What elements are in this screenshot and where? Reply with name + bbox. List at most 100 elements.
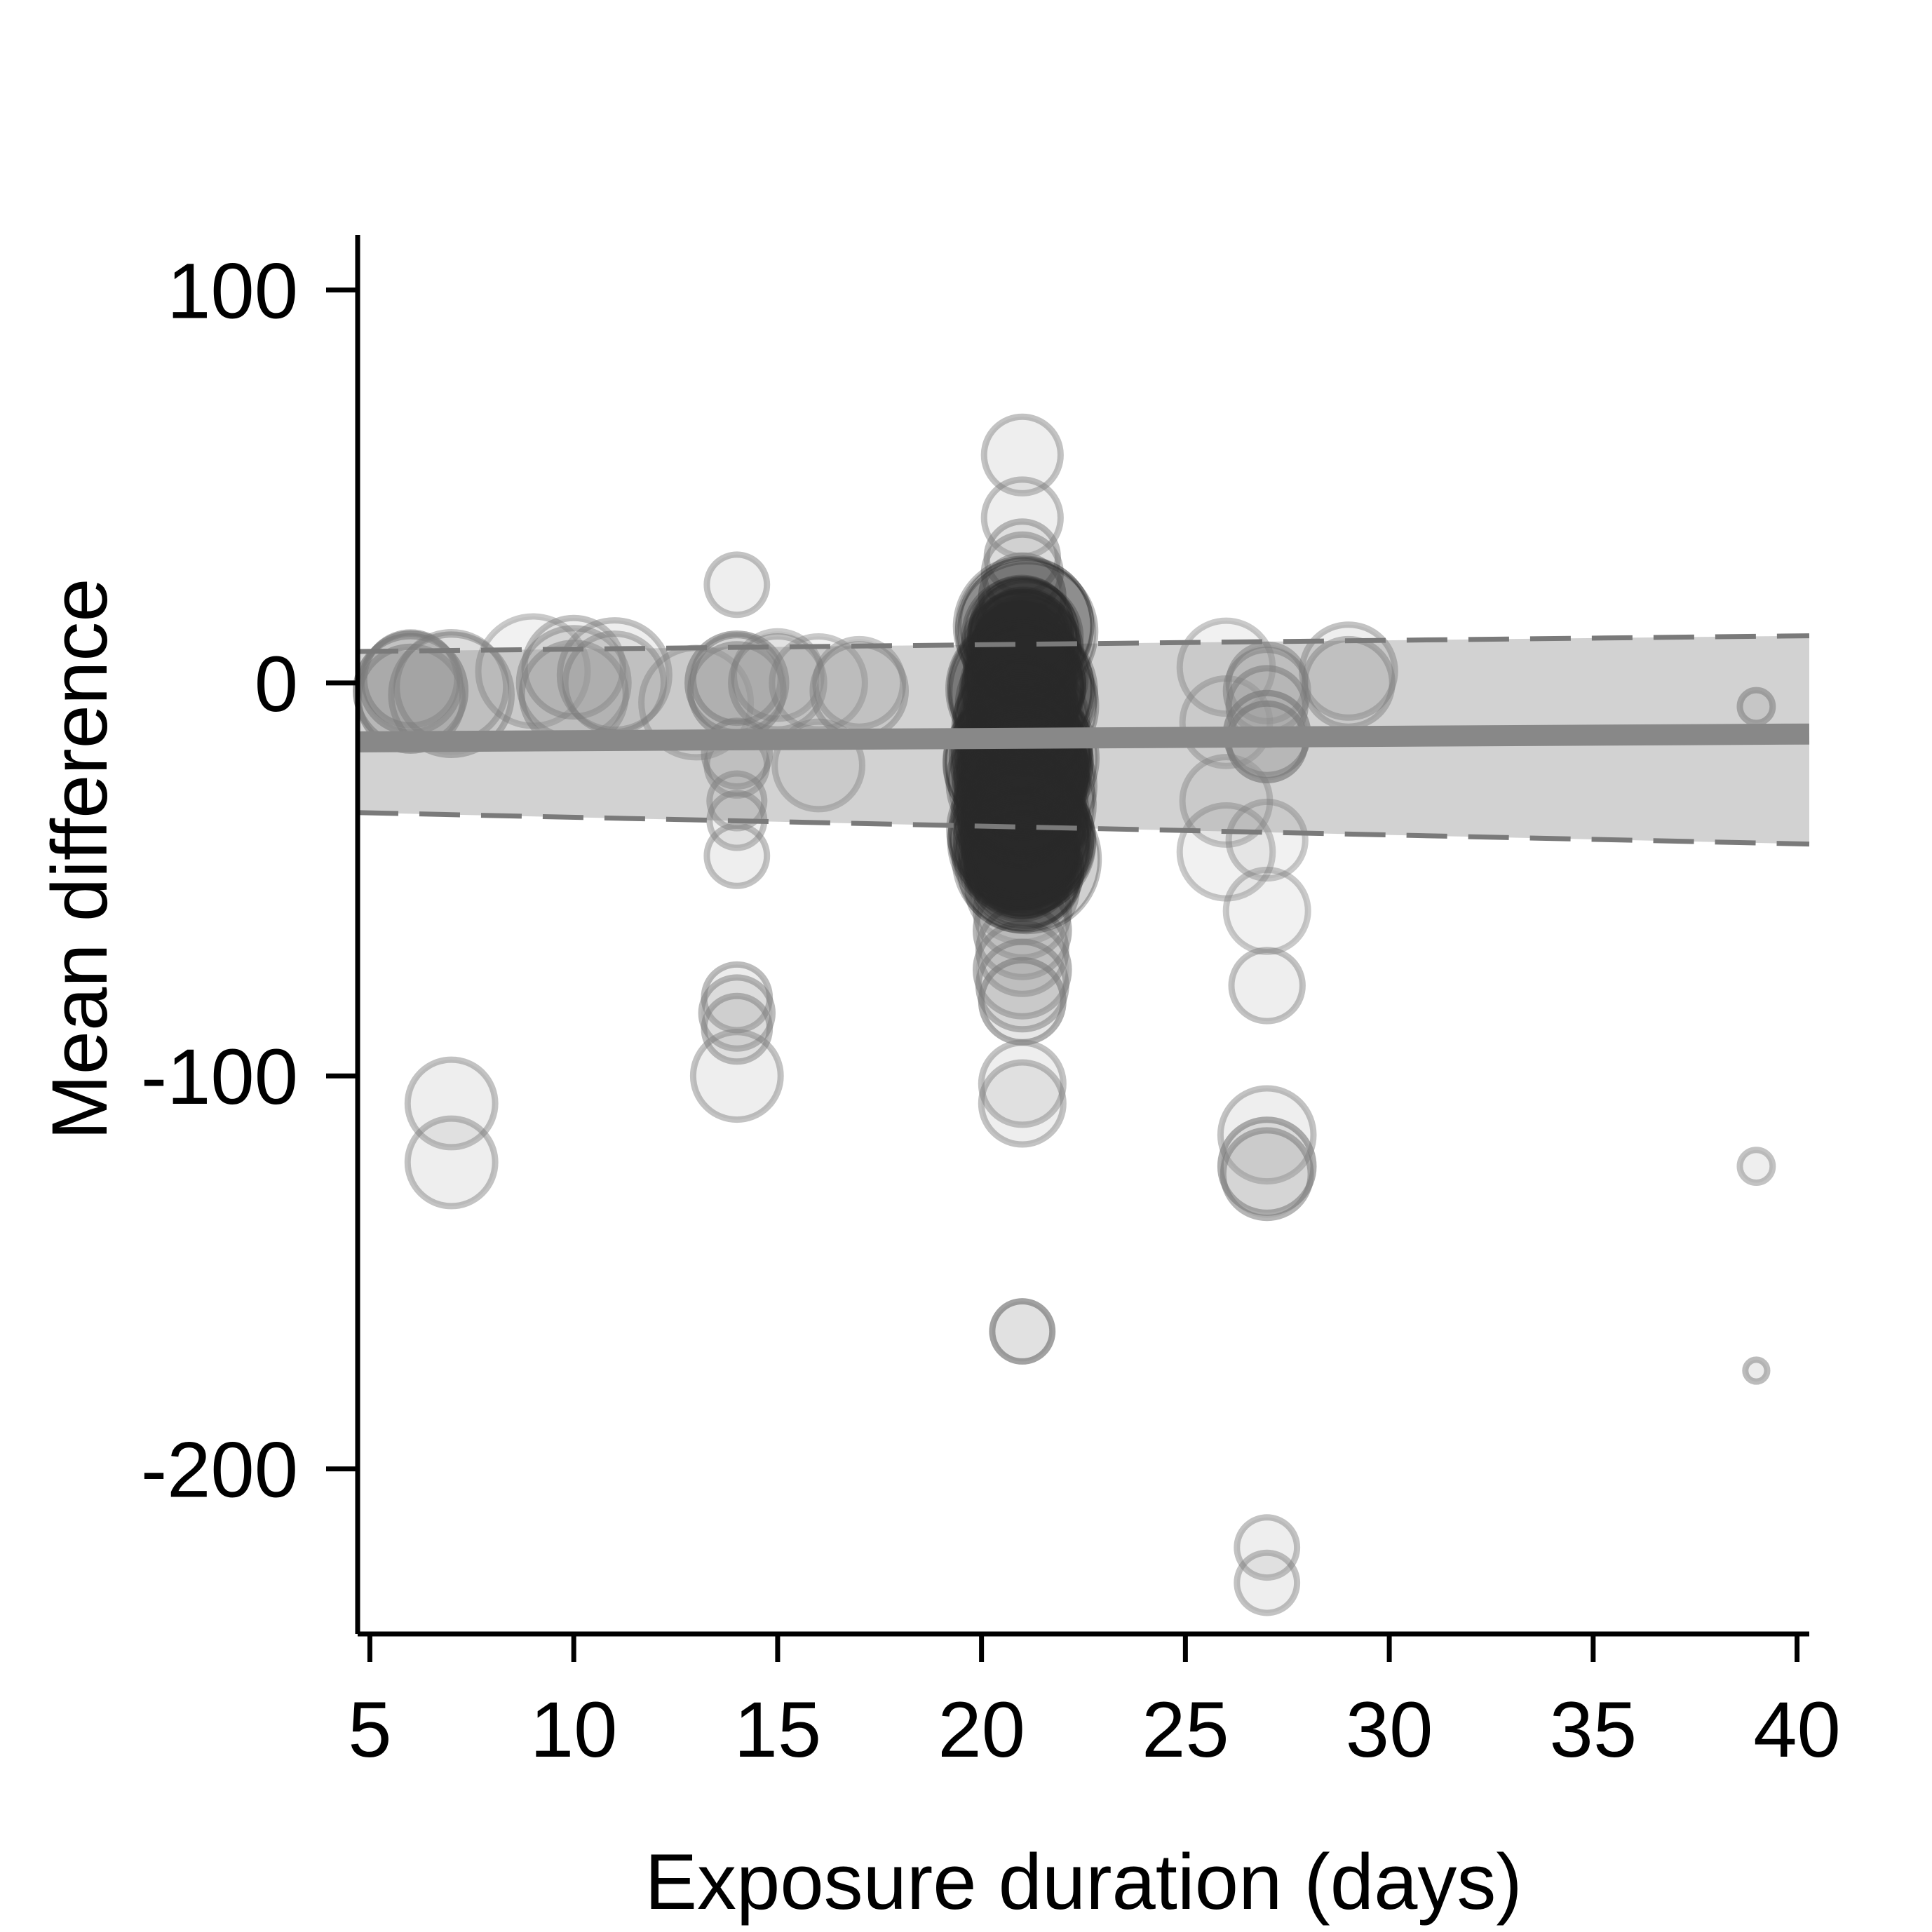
data-point [958, 790, 1080, 912]
data-point [973, 576, 1075, 677]
data-point [963, 695, 1072, 804]
data-point [952, 555, 1095, 698]
data-point [706, 770, 768, 832]
data-point [969, 594, 1085, 710]
data-point [957, 806, 1085, 933]
data-point [954, 560, 1099, 704]
data-point [703, 823, 771, 889]
ci-lower-line [357, 810, 1810, 847]
data-point [952, 654, 1090, 791]
data-point [945, 614, 1095, 764]
x-tick-label: 25 [1142, 1686, 1229, 1774]
data-point [962, 788, 1090, 916]
x-tick-label: 40 [1753, 1686, 1841, 1774]
data-point [965, 589, 1081, 705]
data-point [961, 790, 1079, 909]
data-point [959, 725, 1086, 852]
data-point [1736, 1147, 1776, 1186]
data-point [961, 576, 1080, 694]
y-tick-label: -100 [141, 1033, 298, 1121]
data-point [954, 684, 1085, 815]
x-tick-label: 35 [1550, 1686, 1637, 1774]
data-point [974, 821, 1073, 920]
data-point [954, 752, 1088, 885]
data-point [404, 1056, 499, 1151]
data-point [968, 574, 1075, 681]
data-point [731, 628, 825, 722]
data-point [689, 1029, 784, 1123]
data-point [701, 992, 774, 1065]
data-point [968, 810, 1077, 919]
data-point [968, 600, 1075, 706]
data-point [980, 413, 1064, 496]
data-point [951, 659, 1086, 794]
data-point [961, 755, 1074, 868]
data-point [1220, 1127, 1314, 1222]
data-point [942, 687, 1094, 838]
data-point [978, 957, 1067, 1046]
data-point [973, 701, 1073, 800]
data-point [973, 609, 1071, 706]
x-tick-label: 5 [348, 1686, 391, 1774]
data-point [978, 1059, 1067, 1148]
data-point [974, 769, 1068, 863]
data-point [978, 1039, 1067, 1128]
data-point [1179, 754, 1274, 848]
data-point [957, 557, 1095, 694]
data-point [962, 609, 1076, 722]
x-axis-label: Exposure duration (days) [644, 1838, 1522, 1926]
data-point [960, 750, 1083, 872]
data-point [975, 763, 1075, 863]
points-layer [353, 413, 1776, 1616]
data-point [964, 588, 1081, 706]
data-point [964, 786, 1081, 903]
data-point [388, 631, 515, 759]
data-point [961, 767, 1091, 897]
ci-upper-line [357, 633, 1810, 654]
data-point [698, 974, 776, 1052]
data-point [1736, 687, 1776, 727]
data-point [947, 762, 1095, 910]
data-point [960, 748, 1083, 871]
data-point [952, 718, 1088, 854]
data-point [1742, 1356, 1771, 1385]
x-tick-label: 10 [530, 1686, 618, 1774]
data-point [952, 784, 1102, 935]
data-point [960, 776, 1093, 908]
data-point [947, 766, 1097, 917]
data-point [957, 766, 1092, 900]
data-point [975, 587, 1069, 681]
data-point [703, 551, 771, 619]
data-point [1228, 947, 1306, 1025]
data-point [965, 810, 1085, 929]
x-tick-label: 20 [938, 1686, 1025, 1774]
data-point [1299, 621, 1398, 721]
data-point [978, 552, 1067, 641]
data-point [959, 762, 1084, 888]
data-point [1222, 866, 1311, 955]
data-point [1176, 802, 1276, 902]
data-point [947, 614, 1095, 763]
data-point [964, 809, 1077, 923]
data-point [973, 762, 1075, 865]
data-point [962, 811, 1082, 931]
data-point [973, 603, 1067, 696]
data-point [404, 1115, 499, 1210]
data-point [1234, 1514, 1301, 1581]
data-point [1217, 1116, 1317, 1216]
data-point [1217, 1085, 1317, 1185]
data-point [948, 685, 1088, 825]
data-point [946, 759, 1089, 902]
axes-layer: 5 10 15 20 25 30 35 40 100 0 -100 -200 [141, 235, 1841, 1774]
data-point [973, 792, 1065, 884]
data-point [967, 579, 1084, 696]
data-point [955, 789, 1080, 914]
data-point [980, 531, 1064, 615]
data-point [950, 770, 1092, 912]
y-tick-label: -200 [141, 1426, 298, 1514]
data-point [973, 881, 1072, 980]
data-point [989, 1298, 1056, 1365]
data-point [1225, 798, 1309, 882]
data-point [957, 715, 1097, 856]
